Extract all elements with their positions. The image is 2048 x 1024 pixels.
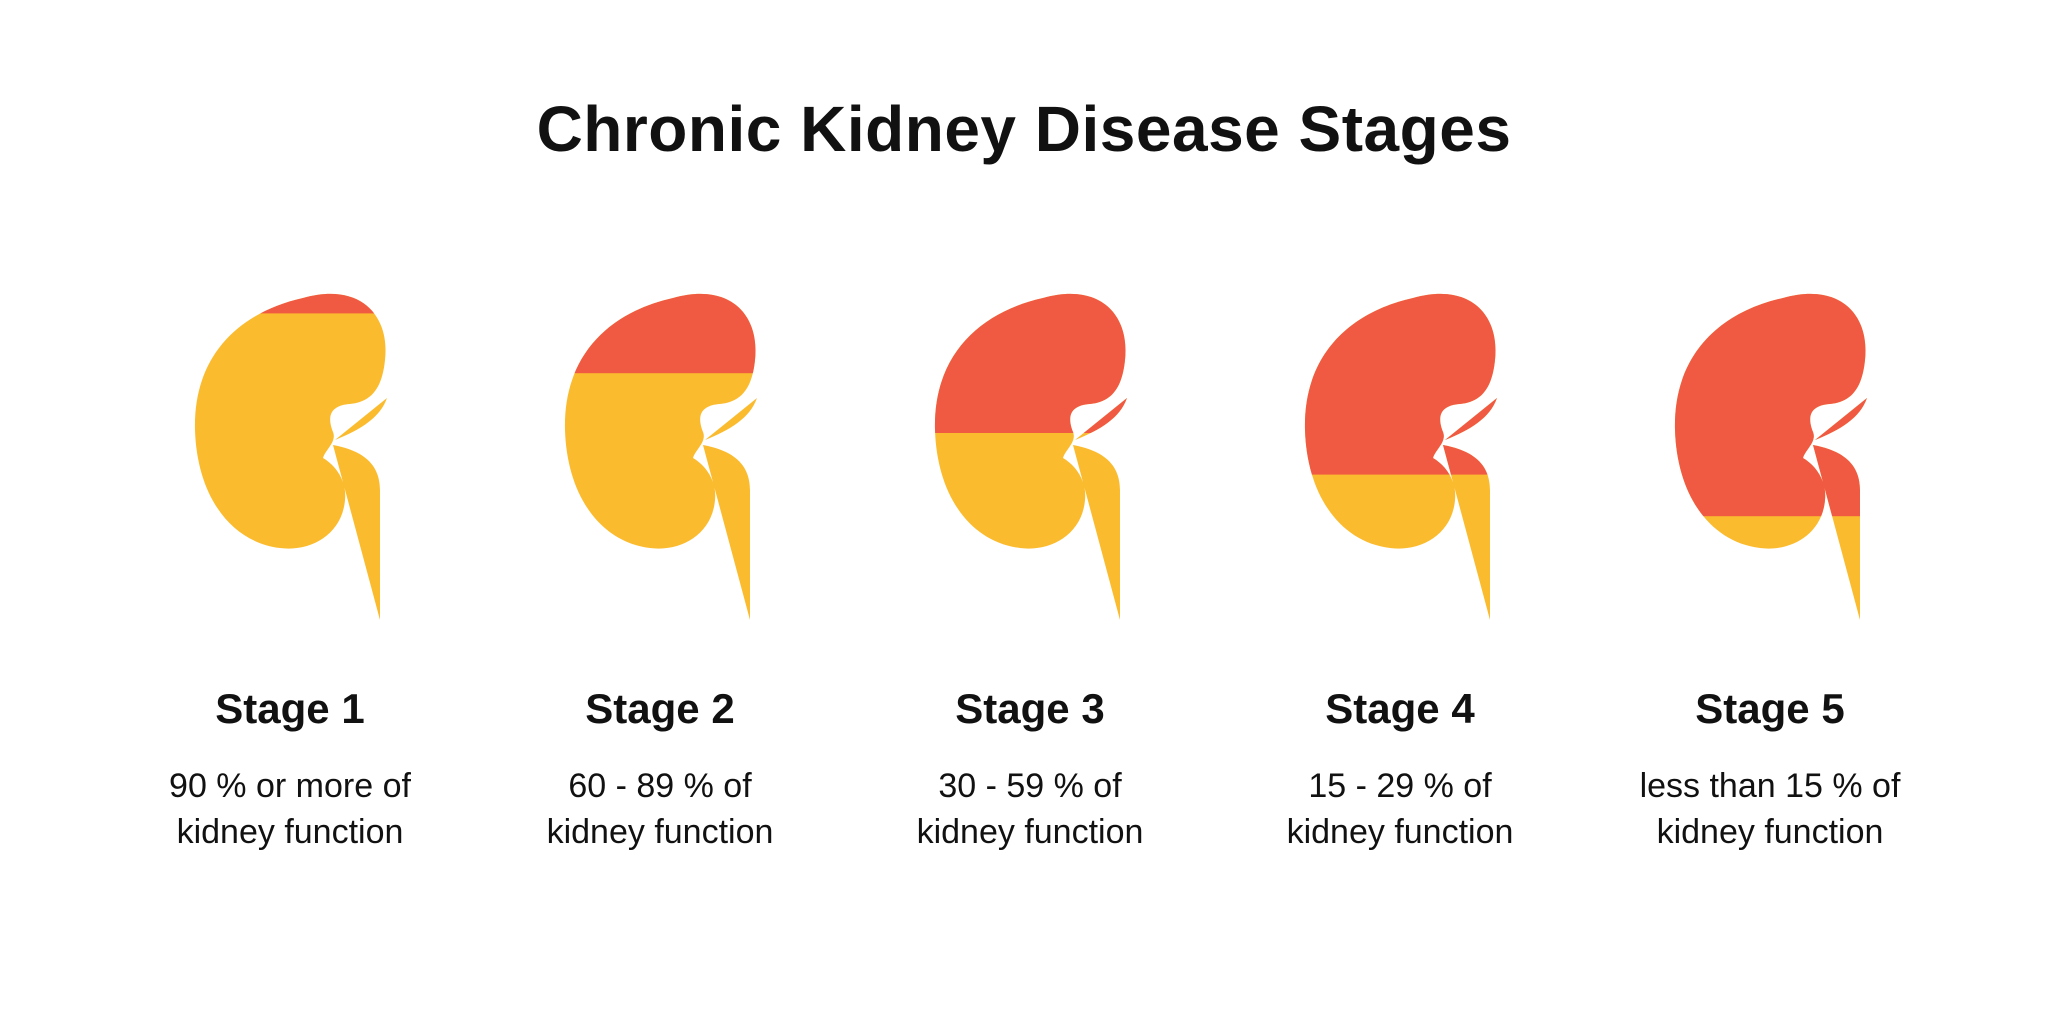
- stage-description: 15 - 29 % of kidney function: [1195, 763, 1605, 855]
- stage-description-line1: 30 - 59 % of: [938, 767, 1122, 805]
- kidney-icon: [194, 293, 387, 620]
- stage-label: Stage 1: [215, 685, 365, 732]
- stage-description-line1: 90 % or more of: [169, 767, 411, 805]
- stage-label: Stage 5: [1695, 685, 1845, 732]
- stage-description-line2: kidney function: [916, 813, 1144, 851]
- page-title: Chronic Kidney Disease Stages: [536, 93, 1512, 165]
- stage-label: Stage 4: [1325, 685, 1475, 732]
- kidney-icon: [1674, 293, 1867, 620]
- stage-description-line1: 15 - 29 % of: [1308, 767, 1492, 805]
- stage-description: 90 % or more of kidney function: [85, 763, 495, 855]
- stage-label: Stage 3: [955, 685, 1105, 732]
- stage-description-line2: kidney function: [1286, 813, 1514, 851]
- kidney-icon: [564, 293, 757, 620]
- stage-description-line2: kidney function: [546, 813, 774, 851]
- stage-description: 30 - 59 % of kidney function: [825, 763, 1235, 855]
- stage-description-line2: kidney function: [176, 813, 404, 851]
- stage-description: less than 15 % of kidney function: [1565, 763, 1975, 855]
- stage-description-line1: 60 - 89 % of: [568, 767, 752, 805]
- stage-description: 60 - 89 % of kidney function: [455, 763, 865, 855]
- kidney-icon: [1304, 293, 1497, 620]
- stage-description-line2: kidney function: [1656, 813, 1884, 851]
- stage-description-line1: less than 15 % of: [1639, 767, 1901, 805]
- stage-label: Stage 2: [585, 685, 735, 732]
- kidney-icon: [934, 293, 1127, 620]
